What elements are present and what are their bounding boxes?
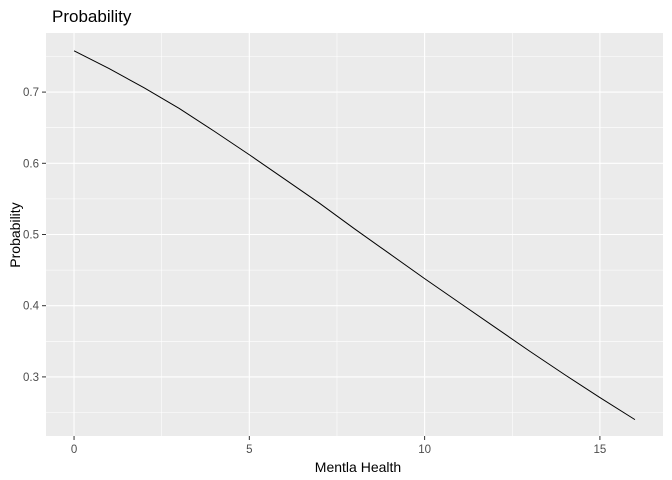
y-tick-label: 0.5 [23, 230, 39, 242]
y-tick-label: 0.4 [23, 301, 40, 313]
x-tick-label: 15 [593, 444, 606, 456]
series-layer [73, 50, 636, 421]
y-tick-label: 0.3 [23, 372, 39, 384]
y-tick-label: 0.7 [23, 87, 39, 99]
x-axis: 0 5 10 15 [71, 436, 606, 456]
y-tick-label: 0.6 [23, 158, 39, 170]
y-axis: 0.3 0.4 0.5 0.6 0.7 [23, 87, 46, 384]
chart-title: Probability [52, 7, 132, 26]
x-tick-label: 10 [418, 444, 431, 456]
probability-line [73, 50, 636, 421]
x-tick-label: 0 [71, 444, 77, 456]
y-axis-title: Probability [7, 202, 23, 267]
x-axis-title: Mentla Health [315, 459, 401, 475]
x-tick-label: 5 [246, 444, 252, 456]
major-gridlines [46, 33, 663, 436]
